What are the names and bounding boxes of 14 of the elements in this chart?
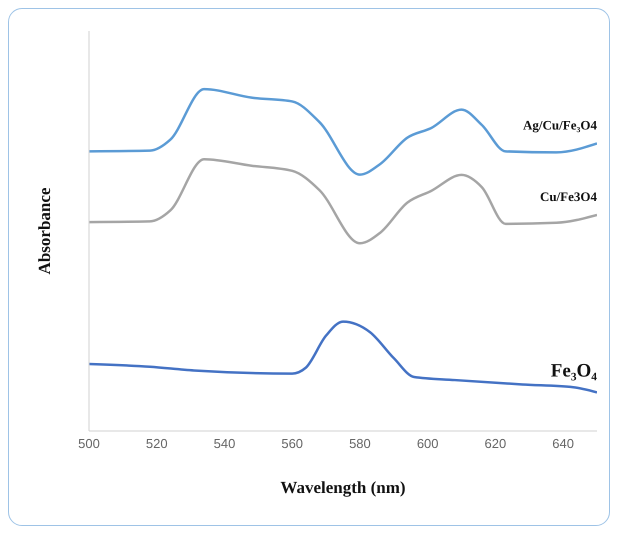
x-tick-label: 560 — [281, 436, 304, 452]
x-axis-title: Wavelength (nm) — [280, 478, 406, 497]
rounded-frame: 500 520 540 560 580 600 620 640 Wavelength (nm) Absorbance Ag/Cu/Fe₃O4 Cu/Fe3O4 Fe₃O₄ — [8, 8, 610, 526]
series-label: Cu/Fe3O4 — [540, 188, 598, 204]
y-axis-title: Absorbance — [35, 187, 54, 274]
x-tick-label: 540 — [214, 436, 236, 452]
x-tick-label: 520 — [146, 436, 168, 452]
series-label: Fe₃O₄ — [550, 360, 598, 382]
x-tick-label: 500 — [78, 436, 100, 452]
series-label: Ag/Cu/Fe₃O4 — [523, 117, 598, 132]
x-tick-label: 600 — [416, 436, 439, 452]
x-tick-label: 620 — [484, 436, 506, 452]
x-tick-label: 580 — [349, 436, 371, 452]
x-tick-label: 640 — [552, 436, 574, 452]
